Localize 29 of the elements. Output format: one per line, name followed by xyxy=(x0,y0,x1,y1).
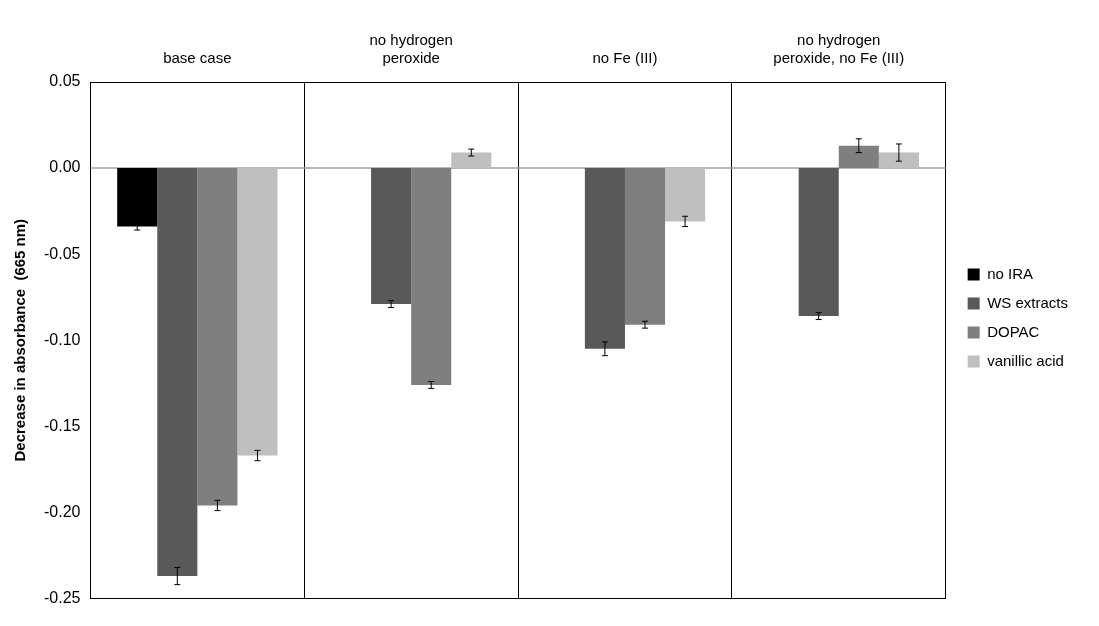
bar xyxy=(451,152,492,169)
x-tick-label: no hydrogen peroxide, no Fe (III) xyxy=(773,31,905,67)
bar xyxy=(197,168,238,506)
bar xyxy=(584,168,625,349)
y-axis-title: Decrease in absorbance (665 nm) xyxy=(11,218,29,462)
bar xyxy=(665,168,706,222)
y-tick-label: 0.00 xyxy=(49,158,81,176)
bar xyxy=(371,168,412,305)
legend-label: WS extracts xyxy=(987,293,1069,311)
x-tick-label: base case xyxy=(163,49,232,67)
legend-label: no IRA xyxy=(987,264,1034,282)
bar xyxy=(237,168,278,456)
y-tick-label: -0.25 xyxy=(44,588,81,606)
y-tick-label: -0.10 xyxy=(44,330,81,348)
bar xyxy=(798,168,839,317)
y-tick-label: 0.05 xyxy=(49,72,81,90)
y-tick-label: -0.20 xyxy=(44,502,81,520)
x-tick-label: no Fe (III) xyxy=(592,49,658,67)
legend-label: DOPAC xyxy=(987,322,1040,340)
bar xyxy=(411,168,452,385)
bar xyxy=(838,145,879,169)
legend-label: vanillic acid xyxy=(987,351,1064,369)
bar xyxy=(624,168,666,325)
bar xyxy=(117,168,158,227)
y-tick-label: -0.15 xyxy=(44,416,81,434)
bar xyxy=(878,152,919,169)
bar xyxy=(157,168,198,577)
x-tick-label: no hydrogen peroxide xyxy=(369,31,453,67)
y-tick-label: -0.05 xyxy=(44,244,81,262)
